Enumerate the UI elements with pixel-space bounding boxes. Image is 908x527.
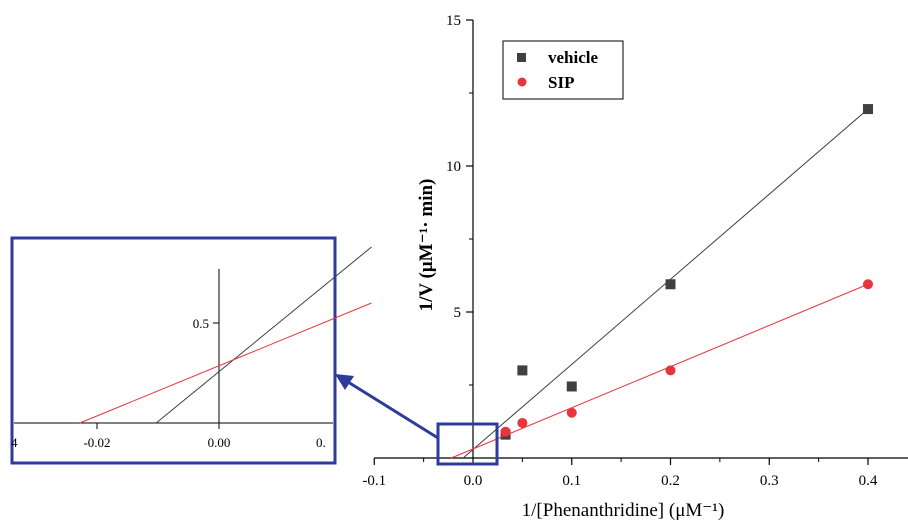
sip-data-point [566, 407, 577, 418]
sip-data-point [517, 417, 528, 428]
zoom-inset: -0.02 0.00 4 0. 0.5 [11, 246, 372, 450]
y-tick-label: 5 [454, 305, 462, 321]
x-tick-label: -0.1 [362, 473, 386, 489]
legend: vehicle SIP [502, 40, 624, 100]
zoom-region-box [436, 422, 499, 466]
inset-vehicle-line [155, 246, 372, 424]
legend-box [502, 40, 624, 100]
legend-vehicle-marker [517, 53, 526, 62]
legend-sip-marker [517, 77, 527, 87]
x-tick-label: 0.4 [859, 473, 878, 489]
inset-sip-line [79, 302, 372, 424]
inset-x-tick-label-clipped: 4 [11, 435, 18, 450]
zoom-arrow [347, 380, 439, 440]
zoom-inset-frame [10, 236, 337, 465]
inset-x-tick-label: 0.00 [208, 435, 231, 450]
sip-data-point [500, 426, 511, 437]
y-tick-label: 10 [446, 159, 461, 175]
x-axis-title: 1/[Phenanthridine] (μM⁻¹) [522, 500, 725, 521]
x-tick-label: 0.2 [661, 473, 680, 489]
vehicle-data-point [517, 365, 528, 376]
y-axis-title: 1/V (μM⁻¹· min) [416, 179, 437, 312]
zoom-arrow-head [335, 374, 354, 390]
main-plot: -0.1 0.0 0.1 0.2 0.3 0.4 5 10 15 [362, 13, 908, 489]
x-tick-label: 0.0 [464, 473, 483, 489]
inset-x-tick-label: -0.02 [83, 435, 110, 450]
inset-x-tick-label-clipped: 0. [316, 435, 326, 450]
vehicle-data-point [863, 104, 873, 115]
sip-data-point [863, 279, 873, 290]
vehicle-data-point [566, 381, 577, 392]
sip-fit-line [451, 283, 869, 459]
x-tick-label: 0.3 [760, 473, 779, 489]
inset-y-tick-label: 0.5 [193, 316, 209, 331]
vehicle-data-point [665, 279, 676, 290]
y-tick-label: 15 [446, 13, 461, 29]
legend-vehicle-label: vehicle [548, 48, 598, 67]
sip-data-point [665, 365, 676, 376]
x-tick-label: 0.1 [562, 473, 581, 489]
legend-sip-label: SIP [548, 73, 574, 92]
